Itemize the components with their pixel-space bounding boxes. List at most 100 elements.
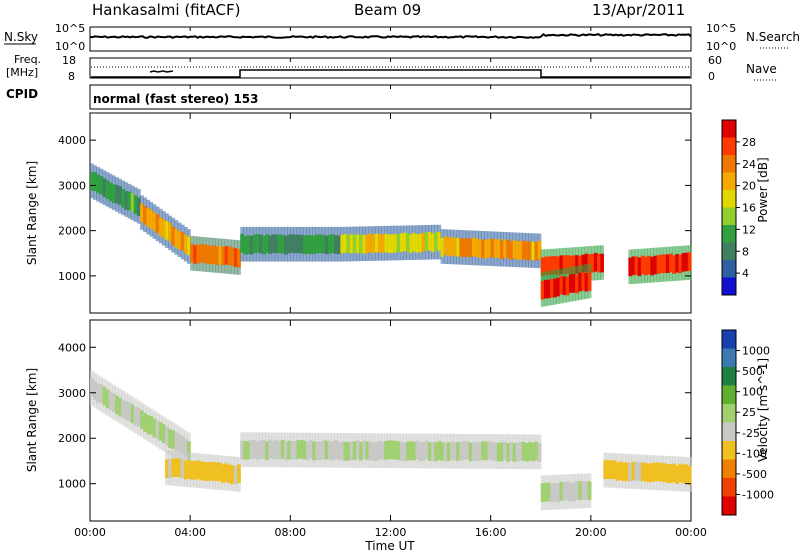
power-band-5-cell-2	[446, 237, 451, 257]
power-band-5-cell-21	[506, 239, 511, 259]
velocity-band-2-cell-47	[387, 440, 392, 460]
power-band-7-cell-2	[547, 279, 551, 299]
freq-label: Freq.	[14, 53, 41, 66]
power-band-3-cell-4	[252, 234, 257, 254]
velocity-band-0-cell-28	[177, 434, 182, 453]
power-colorbar-segment-5	[722, 207, 736, 226]
beam-label: Beam 09	[354, 1, 421, 19]
velocity-band-2-cell-0	[240, 440, 244, 460]
velocity-band-1-cell-1	[168, 459, 172, 479]
power-band-5-cell-6	[459, 238, 464, 257]
power-band-7-cell-11	[575, 274, 579, 294]
velocity-band-2-cell-42	[371, 442, 376, 461]
power-ytick-label-2: 2000	[58, 225, 86, 238]
velocity-band-2-cell-8	[265, 441, 270, 460]
velocity-band-1-cell-6	[183, 460, 188, 480]
power-band-6-cell-14	[584, 253, 589, 273]
velocity-band-2-cell-73	[468, 442, 473, 462]
power-band-3-cell-15	[287, 234, 291, 254]
velocity-band-2-cell-7	[262, 440, 266, 459]
velocity-yticks: 4000 3000 2000 1000	[58, 341, 691, 491]
power-band-5-cell-8	[465, 237, 470, 257]
power-colorbar-segment-7	[722, 242, 736, 261]
velocity-band-2-cell-49	[393, 440, 398, 460]
power-band-2-cell-7	[212, 245, 216, 264]
velocity-band-4-cell-20	[665, 464, 670, 484]
power-band-1-cell-1	[143, 205, 147, 225]
velocity-band-0-cell-29	[180, 435, 185, 455]
velocity-colorbar-label-6: -500	[742, 468, 767, 481]
x-tick-label-6: 00:00	[675, 526, 707, 539]
power-band-8-cell-19	[687, 252, 692, 271]
velocity-band-1-cell-14	[208, 461, 213, 481]
velocity-band-4-cell-1	[606, 460, 611, 479]
velocity-band-2-cell-5	[255, 441, 260, 460]
velocity-band-4-cell-18	[659, 462, 664, 482]
velocity-colorbar-label-5: -100	[742, 447, 767, 460]
velocity-band-2-cell-32	[340, 441, 345, 461]
power-band-1-cell-0	[140, 203, 144, 223]
power-band-5-cell-18	[496, 239, 501, 258]
power-band-3-cell-31	[337, 235, 342, 254]
power-band-3-cell-30	[334, 235, 338, 254]
velocity-band-2-cell-89	[518, 441, 523, 461]
power-band-3-cell-7	[262, 235, 266, 255]
power-band-8-cell-3	[637, 257, 642, 277]
power-band-3-cell-9	[268, 235, 273, 254]
velocity-band-0-cell-7	[111, 393, 116, 412]
velocity-band-2-cell-67	[449, 441, 454, 460]
velocity-band-0-cell-14	[133, 406, 138, 426]
velocity-band-1-cell-4	[177, 458, 182, 478]
velocity-band-2-cell-21	[305, 441, 310, 461]
power-band-2-cell-5	[205, 244, 210, 264]
velocity-band-0-cell-22	[158, 421, 163, 441]
power-band-1-cell-4	[152, 212, 157, 232]
power-band-0-cell-2	[96, 174, 100, 194]
freq-tick-top: 18	[62, 54, 76, 67]
power-band-1-cell-7	[161, 219, 166, 238]
velocity-band-2-cell-19	[299, 439, 304, 459]
velocity-band-4-cell-11	[637, 462, 642, 482]
power-band-1-cell-6	[158, 217, 163, 236]
power-band-6-cell-19	[600, 253, 604, 273]
power-band-4-cell-22	[409, 234, 414, 253]
power-band-0-cell-6	[108, 182, 113, 202]
nsky-trace	[89, 33, 692, 39]
velocity-band-1-cell-10	[196, 460, 201, 480]
power-colorbar-segment-4	[722, 190, 736, 208]
velocity-colorbar-segment-0	[722, 330, 736, 349]
velocity-band-2-cell-75	[475, 441, 479, 461]
power-band-4-cell-25	[418, 233, 423, 253]
power-band-4-cell-29	[431, 233, 435, 253]
velocity-colorbar-segment-3	[722, 385, 736, 405]
velocity-band-0-cell-20	[152, 418, 157, 438]
power-band-8-cell-16	[678, 254, 683, 274]
velocity-band-3-cell-14	[584, 481, 589, 500]
power-band-7-cell-9	[568, 274, 573, 293]
power-band-3-cell-0	[240, 233, 244, 253]
velocity-band-2-cell-52	[403, 442, 407, 461]
velocity-band-2-cell-60	[428, 442, 432, 461]
velocity-ytick-label-2: 2000	[58, 432, 86, 445]
velocity-band-4-cell-10	[634, 461, 639, 481]
nsky-left-tick-bottom: 10^0	[55, 40, 85, 53]
power-band-5-cell-1	[443, 236, 448, 255]
power-band-0-cell-5	[105, 180, 110, 199]
power-colorbar-segment-3	[722, 172, 736, 191]
velocity-band-1-cell-18	[221, 464, 226, 484]
power-band-6-cell-8	[565, 255, 570, 274]
power-band-0-cell-13	[130, 192, 135, 212]
power-band-0-cell-10	[121, 188, 126, 208]
power-band-7-cell-6	[559, 275, 564, 295]
velocity-band-1-cell-0	[165, 459, 169, 479]
velocity-band-2-cell-12	[277, 440, 282, 460]
power-band-6-cell-11	[575, 255, 579, 274]
power-band-3-cell-5	[255, 234, 260, 253]
velocity-band-2-cell-69	[456, 441, 460, 461]
velocity-band-3-cell-12	[578, 481, 583, 500]
velocity-band-1-cell-15	[212, 462, 216, 481]
velocity-band-2-cell-85	[506, 443, 511, 462]
velocity-panel-frame	[89, 319, 692, 522]
power-colorbar-label-1: 24	[742, 158, 756, 171]
power-band-6-cell-4	[553, 255, 558, 275]
